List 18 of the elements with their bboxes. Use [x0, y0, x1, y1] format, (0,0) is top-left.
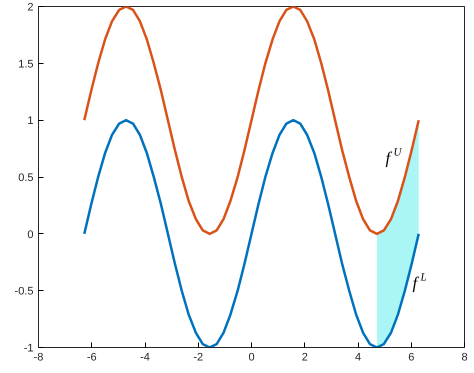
y-tick-label: 0 — [27, 228, 34, 241]
x-tick-label: -2 — [193, 352, 204, 364]
x-tick-label: 8 — [461, 352, 468, 364]
y-tick-label: 1.5 — [18, 58, 34, 70]
x-tick-label: -4 — [140, 352, 150, 364]
line-series — [83, 6, 420, 236]
line-series — [83, 118, 420, 348]
x-tick-label: -8 — [34, 352, 44, 364]
x-tick-label: 4 — [354, 352, 362, 364]
y-tick-label: 1 — [27, 115, 34, 128]
x-tick-label: 0 — [248, 352, 255, 364]
y-tick-label: 2 — [27, 2, 34, 14]
y-tick-label: -1 — [24, 342, 34, 354]
y-tick-label: -0.5 — [14, 286, 34, 298]
x-tick-label: 6 — [408, 352, 414, 364]
y-tick-label: 0.5 — [18, 172, 34, 184]
x-tick-label: 2 — [302, 352, 308, 364]
x-tick-label: -6 — [86, 352, 97, 364]
